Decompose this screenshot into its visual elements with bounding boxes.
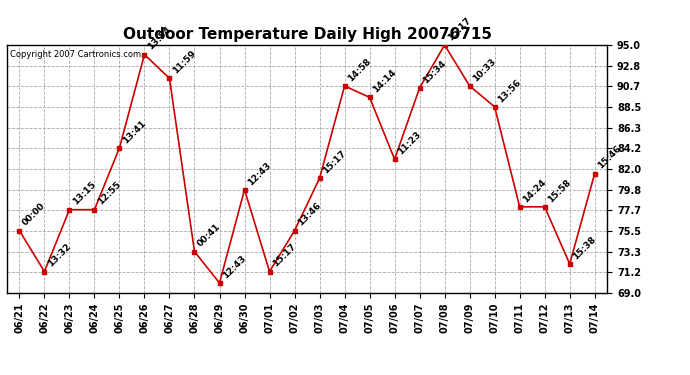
Text: 15:46: 15:46 xyxy=(596,144,623,171)
Text: Copyright 2007 Cartronics.com: Copyright 2007 Cartronics.com xyxy=(10,50,141,59)
Text: 15:38: 15:38 xyxy=(571,234,598,261)
Text: 13:15: 13:15 xyxy=(71,180,97,207)
Text: 14:14: 14:14 xyxy=(371,68,397,94)
Text: 13:54: 13:54 xyxy=(146,25,172,52)
Text: 13:41: 13:41 xyxy=(121,118,148,145)
Text: 00:00: 00:00 xyxy=(21,202,47,228)
Text: 11:59: 11:59 xyxy=(171,49,197,75)
Text: 14:24: 14:24 xyxy=(521,177,548,204)
Text: 12:43: 12:43 xyxy=(221,254,248,280)
Title: Outdoor Temperature Daily High 20070715: Outdoor Temperature Daily High 20070715 xyxy=(123,27,491,42)
Text: 12:43: 12:43 xyxy=(246,160,273,187)
Text: 15:17: 15:17 xyxy=(321,149,348,176)
Text: 15:17: 15:17 xyxy=(446,15,473,42)
Text: 11:23: 11:23 xyxy=(396,130,422,156)
Text: 13:32: 13:32 xyxy=(46,242,72,269)
Text: 13:56: 13:56 xyxy=(496,78,522,104)
Text: 10:33: 10:33 xyxy=(471,57,497,83)
Text: 13:46: 13:46 xyxy=(296,201,323,228)
Text: 14:58: 14:58 xyxy=(346,57,373,83)
Text: 15:34: 15:34 xyxy=(421,58,448,85)
Text: 15:58: 15:58 xyxy=(546,177,573,204)
Text: 00:41: 00:41 xyxy=(196,222,222,249)
Text: 12:55: 12:55 xyxy=(96,180,122,207)
Text: 15:17: 15:17 xyxy=(271,242,297,269)
